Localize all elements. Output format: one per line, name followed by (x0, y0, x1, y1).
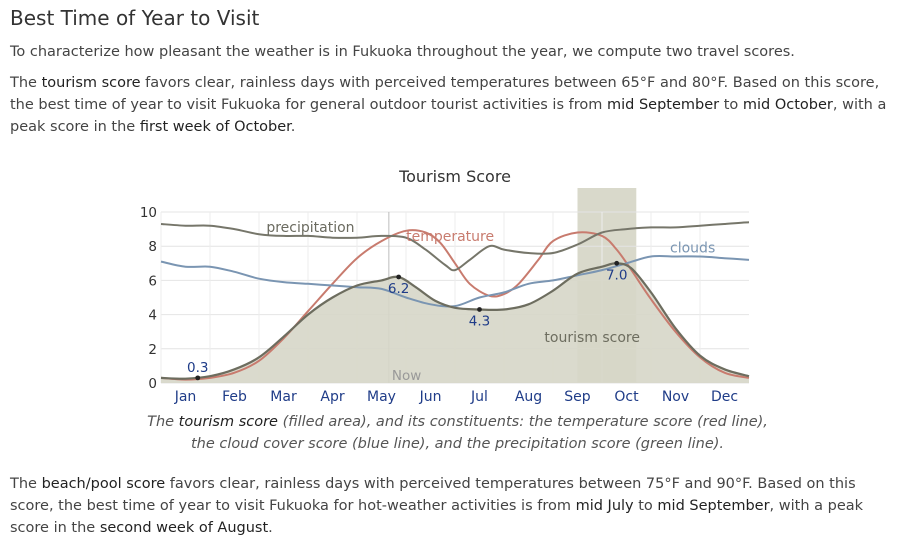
text-fragment: The (10, 75, 42, 91)
intro-paragraph: To characterize how pleasant the weather… (10, 44, 795, 60)
x-tick-label: Jan (174, 389, 197, 405)
temperature-line (160, 229, 750, 381)
x-tick-label: Jul (470, 389, 488, 405)
beach-period-end: mid September (657, 498, 770, 514)
x-tick-label: May (367, 389, 396, 405)
x-tick-label: Sep (564, 389, 591, 405)
beach-score-term: beach/pool score (41, 476, 166, 492)
tourism-score-series-label: tourism score (544, 330, 640, 346)
x-tick-label: Nov (662, 389, 689, 405)
x-tick-label: Apr (320, 389, 344, 405)
clouds-line (160, 254, 750, 308)
y-tick-label: 10 (140, 205, 157, 221)
temperature-series-label: temperature (406, 229, 494, 245)
point-label: 4.3 (469, 313, 490, 329)
point-label: 0.3 (187, 360, 208, 376)
text-fragment: (filled area), and its constituents: the… (190, 414, 768, 452)
text-fragment: The (10, 476, 42, 492)
y-tick-label: 0 (148, 376, 157, 392)
point-label: 6.2 (388, 281, 409, 297)
y-tick-label: 6 (148, 273, 157, 289)
precipitation-line (160, 221, 750, 272)
text-fragment: favors clear, rainless days with perceiv… (10, 75, 880, 113)
chart-caption: The tourism score (filled area), and its… (140, 411, 775, 455)
x-tick-label: Oct (614, 389, 639, 405)
best-period-end: mid October (742, 97, 833, 113)
x-tick-label: Mar (270, 389, 297, 405)
text-fragment: . (268, 520, 273, 536)
tourism-score-chart: Tourism Score 0 2 4 6 8 10 Jan Feb Mar Apr May Jun Ju… (140, 167, 750, 405)
peak-period: first week of October (139, 119, 291, 135)
point-label: 7.0 (606, 267, 627, 283)
beach-peak-period: second week of August (99, 520, 269, 536)
precipitation-series-label: precipitation (266, 220, 354, 236)
text-fragment: , with a peak score in the (10, 498, 864, 536)
chart-title: Tourism Score (398, 167, 511, 186)
point-marker (614, 260, 620, 266)
text-fragment: favors clear, rainless days with perceiv… (10, 476, 856, 514)
y-tick-label: 8 (148, 239, 157, 255)
y-tick-label: 2 (148, 342, 157, 358)
tourism-score-paragraph: The tourism score favors clear, rainless… (10, 72, 895, 138)
text-fragment: , with a peak score in the (10, 97, 887, 135)
page-title: Best Time of Year to Visit (10, 6, 260, 30)
x-tick-label: Aug (515, 389, 542, 405)
point-marker (477, 307, 482, 312)
text-fragment: to (633, 498, 658, 514)
tourism-score-term: tourism score (178, 414, 278, 430)
y-tick-label: 4 (148, 308, 157, 324)
clouds-series-label: clouds (670, 240, 715, 256)
text-fragment: to (719, 97, 743, 113)
tourism-score-term: tourism score (41, 75, 141, 91)
text-fragment: The (147, 414, 179, 430)
best-period-start: mid September (606, 97, 720, 113)
beach-period-start: mid July (575, 498, 634, 514)
tourism-score-area (161, 263, 749, 383)
tourism-score-line (160, 262, 750, 380)
beach-score-paragraph: The beach/pool score favors clear, rainl… (10, 473, 895, 539)
x-tick-label: Feb (222, 389, 247, 405)
text-fragment: . (290, 119, 296, 135)
now-marker-label: Now (392, 368, 421, 384)
point-marker (396, 274, 402, 280)
x-tick-label: Jun (419, 389, 442, 405)
point-marker (195, 375, 201, 381)
x-tick-label: Dec (711, 389, 738, 405)
